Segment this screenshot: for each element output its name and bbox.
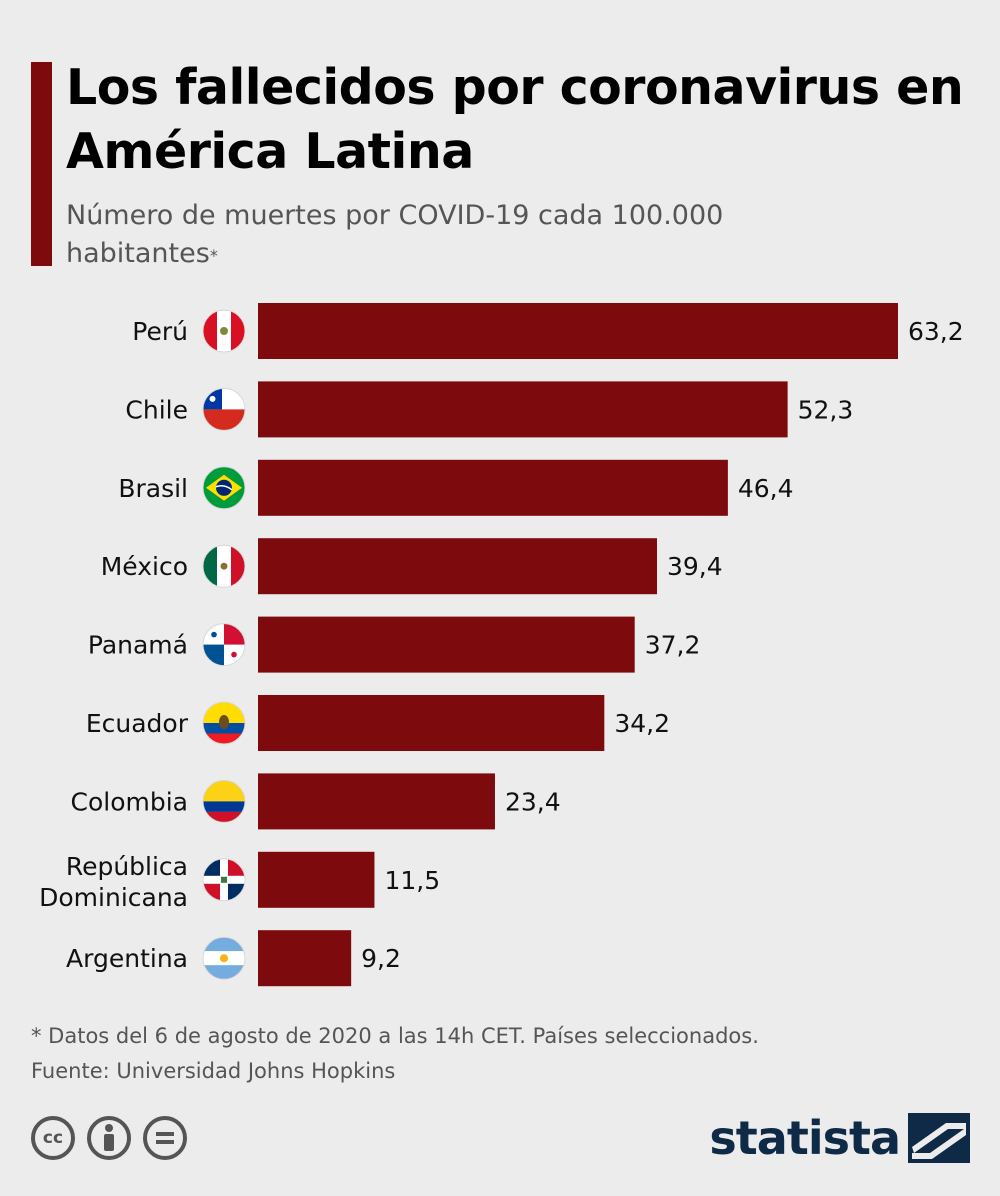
- statista-logo-icon: [908, 1113, 970, 1163]
- colombia-flag-icon: [202, 779, 246, 823]
- category-label: Ecuador: [86, 709, 189, 738]
- category-label: Perú: [132, 317, 188, 346]
- bar: [258, 773, 495, 830]
- value-label: 46,4: [738, 474, 794, 503]
- dominican-republic-flag-icon: [202, 858, 246, 902]
- value-label: 52,3: [798, 395, 854, 424]
- value-label: 9,2: [361, 944, 401, 973]
- chart-subtitle: Número de muertes por COVID-19 cada 100.…: [66, 197, 766, 273]
- subtitle-asterisk: *: [209, 246, 218, 265]
- chart-title: Los fallecidos por coronavirus en Améric…: [66, 59, 964, 180]
- argentina-flag-icon: [202, 936, 246, 980]
- bar: [258, 459, 728, 516]
- category-label: Colombia: [71, 787, 188, 816]
- statista-logo-text: statista: [709, 1111, 901, 1165]
- panama-flag-icon: [202, 623, 246, 667]
- peru-flag-icon: [202, 309, 246, 353]
- bar-chart: Perú 63,2 Chile 52,3 Brasil 46,4 México 39,4 Pan…: [39, 303, 964, 987]
- ecuador-flag-icon: [202, 701, 246, 745]
- value-label: 11,5: [384, 866, 440, 895]
- bar: [258, 851, 375, 908]
- bar: [258, 381, 788, 438]
- value-label: 39,4: [667, 552, 723, 581]
- bar: [258, 616, 635, 673]
- footnote: * Datos del 6 de agosto de 2020 a las 14…: [31, 1019, 931, 1089]
- chile-flag-icon: [202, 387, 246, 431]
- category-label: Brasil: [118, 474, 188, 503]
- title-accent-bar: [31, 62, 52, 266]
- category-label: República Dominicana: [39, 852, 188, 912]
- category-label: Chile: [125, 395, 188, 424]
- category-label: Panamá: [88, 631, 188, 660]
- statista-logo[interactable]: statista: [709, 1108, 970, 1168]
- category-label: México: [101, 552, 188, 581]
- attribution-icon[interactable]: [87, 1116, 131, 1160]
- bar: [258, 695, 605, 751]
- value-label: 37,2: [645, 631, 701, 660]
- category-label: Argentina: [66, 944, 188, 973]
- bar: [258, 538, 657, 595]
- footnote-source: Fuente: Universidad Johns Hopkins: [31, 1059, 396, 1083]
- value-label: 23,4: [505, 787, 561, 816]
- mexico-flag-icon: [202, 544, 246, 588]
- value-label: 34,2: [614, 709, 670, 738]
- cc-icon[interactable]: cc: [31, 1116, 75, 1160]
- bar: [258, 303, 898, 359]
- no-derivatives-icon[interactable]: [143, 1116, 187, 1160]
- brazil-flag-icon: [202, 466, 246, 510]
- bar: [258, 930, 352, 987]
- subtitle-text: Número de muertes por COVID-19 cada 100.…: [66, 200, 724, 269]
- footnote-note: * Datos del 6 de agosto de 2020 a las 14…: [31, 1024, 759, 1048]
- license-icons: cc: [31, 1116, 187, 1166]
- value-label: 63,2: [908, 317, 964, 346]
